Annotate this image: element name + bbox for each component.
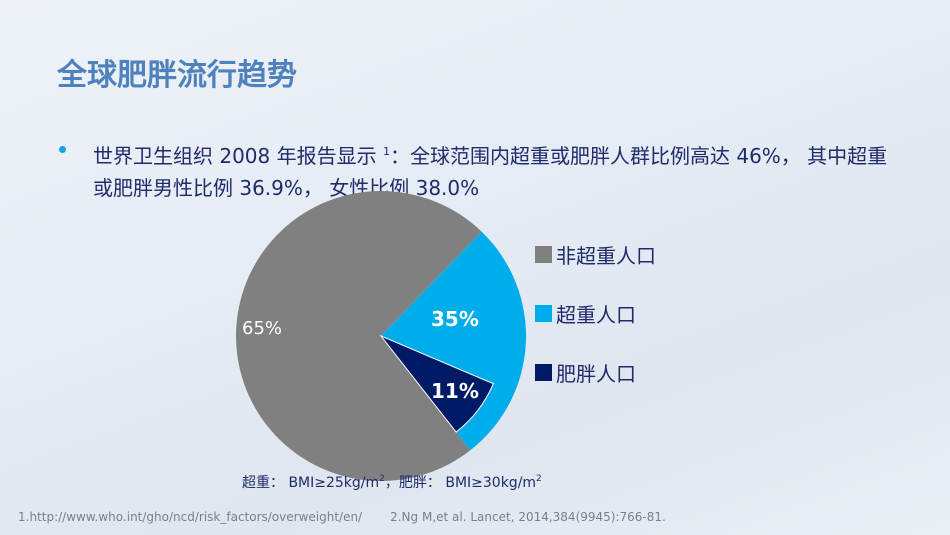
- pie-slice-non-overweight: [236, 191, 482, 482]
- legend-item-non-overweight: 非超重人口: [535, 240, 656, 269]
- citation-superscript: 1: [382, 145, 390, 158]
- reference-1: 1.http://www.who.int/gho/ncd/risk_factor…: [18, 510, 363, 524]
- pie-label-obese: 11%: [431, 379, 479, 403]
- reference-2: 2.Ng M,et al. Lancet, 2014,384(9945):766…: [390, 510, 666, 524]
- pie-slice-overweight: [381, 231, 527, 451]
- pie-label-non-overweight: 65%: [242, 318, 282, 339]
- pie-label-overweight: 35%: [431, 307, 479, 331]
- references: 1.http://www.who.int/gho/ncd/risk_factor…: [18, 510, 666, 524]
- legend-item-obese: 肥胖人口: [535, 358, 636, 387]
- legend-swatch-cyan: [535, 305, 552, 322]
- bullet-dot-icon: [59, 146, 66, 153]
- pie-slice-obese: [379, 334, 494, 433]
- legend-swatch-navy: [535, 364, 552, 381]
- bullet-text-part1: 世界卫生组织 2008 年报告显示: [93, 144, 377, 168]
- slide-title: 全球肥胖流行趋势: [57, 58, 297, 93]
- legend-swatch-gray: [535, 246, 552, 263]
- bmi-definition-footnote: 超重： BMI≥25kg/m2，肥胖： BMI≥30kg/m2: [242, 474, 542, 491]
- legend-item-overweight: 超重人口: [535, 299, 636, 328]
